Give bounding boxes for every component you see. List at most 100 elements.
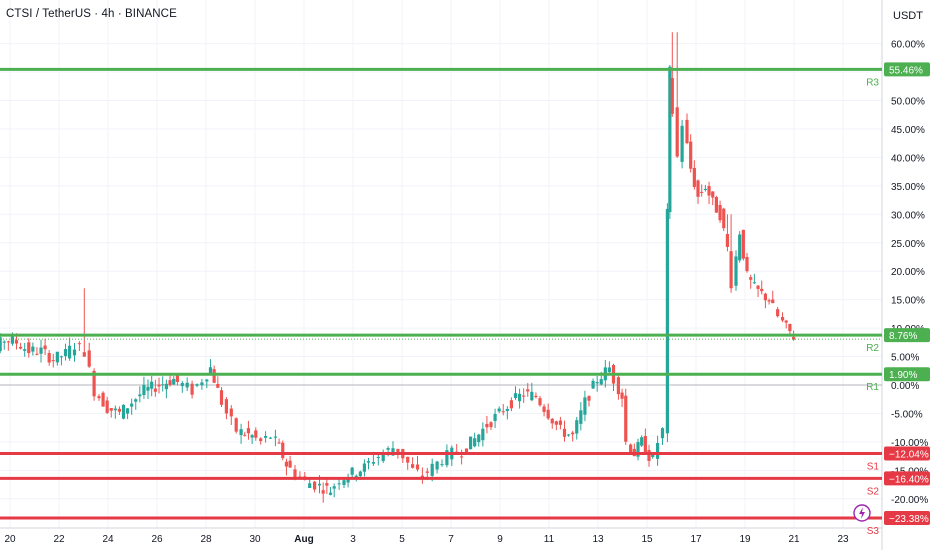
candle-body (468, 436, 473, 450)
candle-body (599, 379, 603, 385)
x-tick-label: 9 (497, 534, 503, 545)
candle-body (234, 418, 238, 432)
candle-body (583, 397, 587, 415)
candle-body (212, 369, 216, 383)
y-tick-label: 25.00% (891, 239, 925, 250)
candle-body (125, 408, 130, 414)
candle-body (406, 456, 410, 463)
level-price-tag (884, 62, 930, 77)
lightning-icon[interactable] (853, 504, 871, 522)
y-tick-label: 45.00% (891, 125, 925, 136)
level-price-tag-text: −12.04% (889, 450, 929, 461)
candle-body (718, 204, 722, 221)
candle-body (63, 349, 68, 357)
candle-body (328, 492, 333, 495)
candle-body (485, 423, 489, 428)
candle-body (711, 191, 715, 198)
level-name-label: R2 (866, 343, 879, 354)
x-tick-label: 30 (249, 534, 261, 545)
candle-body (788, 323, 792, 332)
candle-body (668, 66, 672, 213)
candle-body (729, 251, 733, 289)
x-tick-label: 11 (544, 534, 555, 545)
candle-body (571, 432, 575, 435)
candle-body (386, 448, 390, 450)
candle-body (51, 360, 55, 362)
candle-body (546, 409, 550, 419)
candle-body (566, 434, 571, 436)
candle-body (358, 471, 362, 477)
candle-body (6, 341, 10, 343)
level-price-tag-text: −23.38% (889, 514, 929, 525)
x-tick-label: 26 (151, 534, 163, 545)
candle-body (640, 437, 644, 446)
x-tick-label: 5 (399, 534, 405, 545)
candle-body (229, 408, 233, 417)
candle-body (554, 421, 558, 425)
candle-body (534, 395, 538, 398)
candle-body (14, 340, 19, 344)
y-tick-label: 0.00% (891, 381, 919, 392)
candle-body (415, 464, 420, 470)
candle-body (784, 320, 788, 323)
candle-body (517, 393, 522, 402)
candle-body (39, 347, 43, 354)
y-tick-label: 30.00% (891, 210, 925, 221)
candle-body (550, 418, 554, 424)
candle-body (366, 461, 371, 463)
candle-body (288, 460, 292, 468)
candle-body (117, 408, 122, 412)
candle-body (317, 483, 322, 486)
level-price-tag-text: 1.90% (889, 370, 917, 381)
level-price-tag (884, 471, 930, 486)
x-tick-label: 24 (102, 534, 114, 545)
candle-body (332, 486, 336, 489)
chart-title: CTSI / TetherUS · 4h · BINANCE (6, 8, 177, 20)
level-name-label: S3 (867, 526, 880, 537)
candle-body (246, 428, 251, 434)
candle-body (321, 490, 325, 494)
candle-body (157, 384, 161, 387)
candle-body (660, 428, 665, 439)
candle-body (651, 453, 655, 458)
candle-body (293, 469, 297, 478)
candle-body (92, 370, 96, 397)
candle-body (445, 450, 449, 466)
candle-body (224, 399, 228, 414)
x-tick-label: Aug (294, 534, 313, 545)
candle-body (696, 180, 700, 197)
candle-body (180, 383, 184, 387)
y-tick-label: -20.00% (891, 495, 928, 506)
candle-body (168, 380, 172, 386)
level-price-tag-text: −16.40% (889, 474, 929, 485)
x-tick-label: 19 (739, 534, 751, 545)
candle-body (745, 256, 749, 272)
level-price-tag (884, 367, 930, 382)
candle-body (150, 381, 154, 389)
candle-body (362, 463, 367, 472)
candle-body (776, 309, 780, 317)
x-tick-label: 28 (200, 534, 212, 545)
candle-body (780, 317, 785, 321)
candle-body (756, 285, 760, 289)
y-tick-label: 60.00% (891, 40, 925, 51)
candle-body (714, 196, 718, 213)
candle-body (10, 336, 15, 344)
candle-body (722, 208, 726, 229)
x-tick-label: 3 (350, 534, 356, 545)
y-tick-label: 50.00% (891, 97, 925, 108)
candle-body (725, 234, 730, 247)
y-tick-label: -10.00% (891, 438, 928, 449)
y-tick-label: 15.00% (891, 296, 925, 307)
candle-body (420, 475, 424, 478)
candle-body (164, 383, 168, 390)
candle-body (767, 300, 771, 302)
candle-body (68, 345, 72, 359)
candle-body (325, 483, 329, 486)
candle-body (579, 410, 583, 424)
candle-body (172, 378, 176, 385)
candle-body (27, 342, 31, 354)
candle-body (587, 396, 591, 401)
y-tick-label: 40.00% (891, 153, 925, 164)
